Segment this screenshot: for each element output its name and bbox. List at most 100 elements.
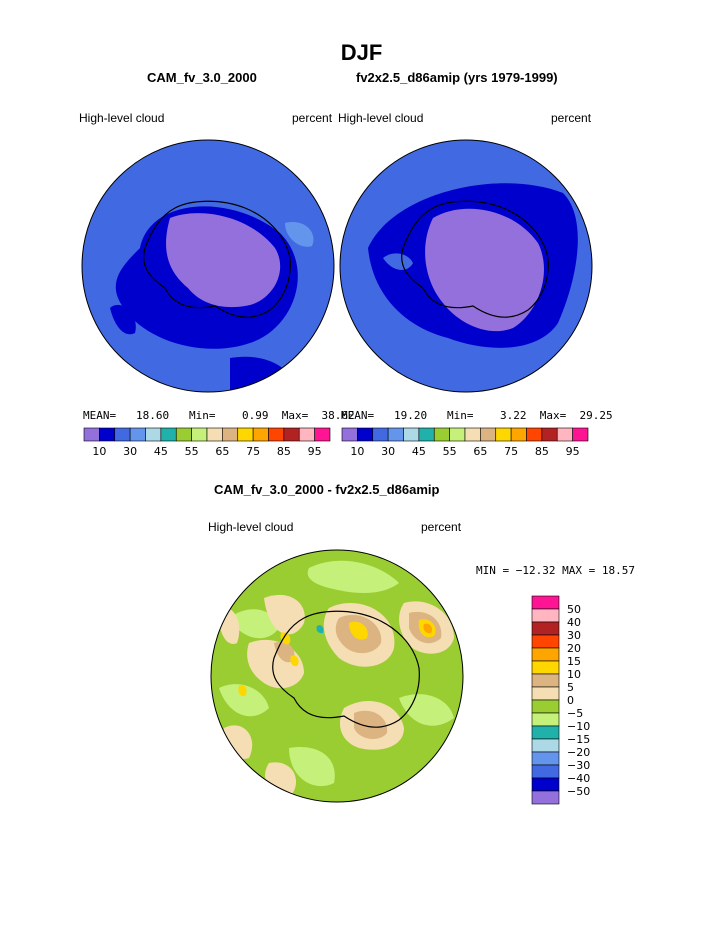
colorbar-swatch	[372, 427, 389, 442]
colorbar-tick-label: −50	[567, 785, 590, 798]
coastline	[143, 200, 291, 318]
diff-region	[307, 560, 399, 593]
colorbar-swatch	[99, 427, 116, 442]
colorbar-swatch	[191, 427, 208, 442]
colorbar-swatch	[464, 427, 481, 442]
colorbar-swatch	[175, 427, 192, 442]
colorbar-swatch	[341, 427, 358, 442]
colorbar-swatch	[531, 595, 560, 610]
panel2-left-label: High-level cloud	[338, 111, 424, 125]
colorbar-tick-label: 40	[567, 616, 581, 629]
panel2-map	[339, 139, 593, 393]
cloud-region	[166, 213, 281, 308]
colorbar-tick-label: 15	[567, 655, 581, 668]
colorbar-tick-label: 95	[308, 445, 322, 458]
colorbar-swatch	[531, 647, 560, 662]
colorbar-swatch	[237, 427, 254, 442]
colorbar-swatch	[403, 427, 420, 442]
min-value: 0.99	[242, 409, 269, 422]
colorbar-swatch	[129, 427, 146, 442]
colorbar-tick-label: 10	[350, 445, 364, 458]
colorbar-swatch	[572, 427, 589, 442]
panel1-colorbar: 10 30 45 55 65 75 85 95	[83, 427, 331, 458]
colorbar-swatch	[298, 427, 315, 442]
colorbar-swatch	[449, 427, 466, 442]
colorbar-tick-label: 10	[567, 668, 581, 681]
coastline	[401, 200, 549, 318]
colorbar-tick-label: 55	[443, 445, 457, 458]
colorbar-swatch	[357, 427, 374, 442]
colorbar-swatch	[433, 427, 450, 442]
diff-region	[280, 632, 291, 645]
colorbar-swatch	[283, 427, 300, 442]
colorbar-swatch	[480, 427, 497, 442]
diff-region	[354, 710, 388, 740]
mean-label: MEAN=	[341, 409, 375, 422]
panel1-map	[81, 139, 335, 393]
colorbar-swatch	[160, 427, 177, 442]
colorbar-swatch	[541, 427, 558, 442]
colorbar-tick-label: 75	[246, 445, 260, 458]
colorbar-swatch	[145, 427, 162, 442]
colorbar-swatch	[495, 427, 512, 442]
colorbar-swatch	[531, 660, 560, 675]
colorbar-tick-label: 55	[185, 445, 199, 458]
min-label: Min=	[447, 409, 474, 422]
colorbar-tick-label: 85	[535, 445, 549, 458]
colorbar-tick-label: 85	[277, 445, 291, 458]
colorbar-swatch	[510, 427, 527, 442]
colorbar-swatch	[531, 790, 560, 805]
colorbar-tick-label: 5	[567, 681, 574, 694]
colorbar-swatch	[531, 634, 560, 649]
diff-title: CAM_fv_3.0_2000 - fv2x2.5_d86amip	[214, 482, 440, 497]
diff-region	[289, 747, 335, 787]
panel1-title: CAM_fv_3.0_2000	[147, 70, 257, 85]
colorbar-swatch	[387, 427, 404, 442]
colorbar-swatch	[222, 427, 239, 442]
colorbar-tick-label: −10	[567, 720, 590, 733]
colorbar-swatch	[418, 427, 435, 442]
diff-left-label: High-level cloud	[208, 520, 294, 534]
diff-region	[238, 685, 247, 697]
colorbar-tick-label: 65	[215, 445, 229, 458]
colorbar-tick-label: 30	[123, 445, 137, 458]
page-title: DJF	[340, 40, 383, 65]
colorbar-tick-label: 45	[412, 445, 426, 458]
cloud-region	[425, 208, 544, 332]
panel2-title: fv2x2.5_d86amip (yrs 1979-1999)	[356, 70, 558, 85]
colorbar-tick-label: 30	[567, 629, 581, 642]
colorbar-tick-label: −40	[567, 772, 590, 785]
colorbar-tick-label: 75	[504, 445, 518, 458]
min-label: Min=	[189, 409, 216, 422]
colorbar-tick-label: 20	[567, 642, 581, 655]
panel1-stats: MEAN= 18.60 Min= 0.99 Max= 38.62	[83, 409, 355, 422]
coastline	[272, 610, 420, 728]
colorbar-tick-label: −15	[567, 733, 590, 746]
colorbar-swatch	[531, 673, 560, 688]
panel1-right-label: percent	[292, 111, 333, 125]
map-border	[81, 139, 335, 393]
cloud-region	[285, 222, 314, 247]
cloud-region	[383, 253, 413, 270]
colorbar-tick-label: −5	[567, 707, 583, 720]
colorbar-tick-label: 30	[381, 445, 395, 458]
max-label: Max=	[539, 409, 567, 422]
colorbar-tick-label: 0	[567, 694, 574, 707]
diff-right-label: percent	[421, 520, 462, 534]
colorbar-swatch	[531, 738, 560, 753]
colorbar-tick-label: 65	[473, 445, 487, 458]
colorbar-swatch	[206, 427, 223, 442]
panel2-stats: MEAN= 19.20 Min= 3.22 Max= 29.25	[341, 409, 613, 422]
diff-region	[349, 621, 368, 640]
max-value: 29.25	[579, 409, 613, 422]
map-background-region	[211, 550, 463, 802]
diff-region	[219, 684, 269, 717]
colorbar-tick-label: 10	[92, 445, 106, 458]
panel2-colorbar: 10 30 45 55 65 75 85 95	[341, 427, 589, 458]
colorbar-tick-label: −30	[567, 759, 590, 772]
diff-region	[229, 609, 279, 639]
map-border	[210, 549, 464, 803]
colorbar-tick-label: 95	[566, 445, 580, 458]
diff-region	[290, 655, 299, 667]
